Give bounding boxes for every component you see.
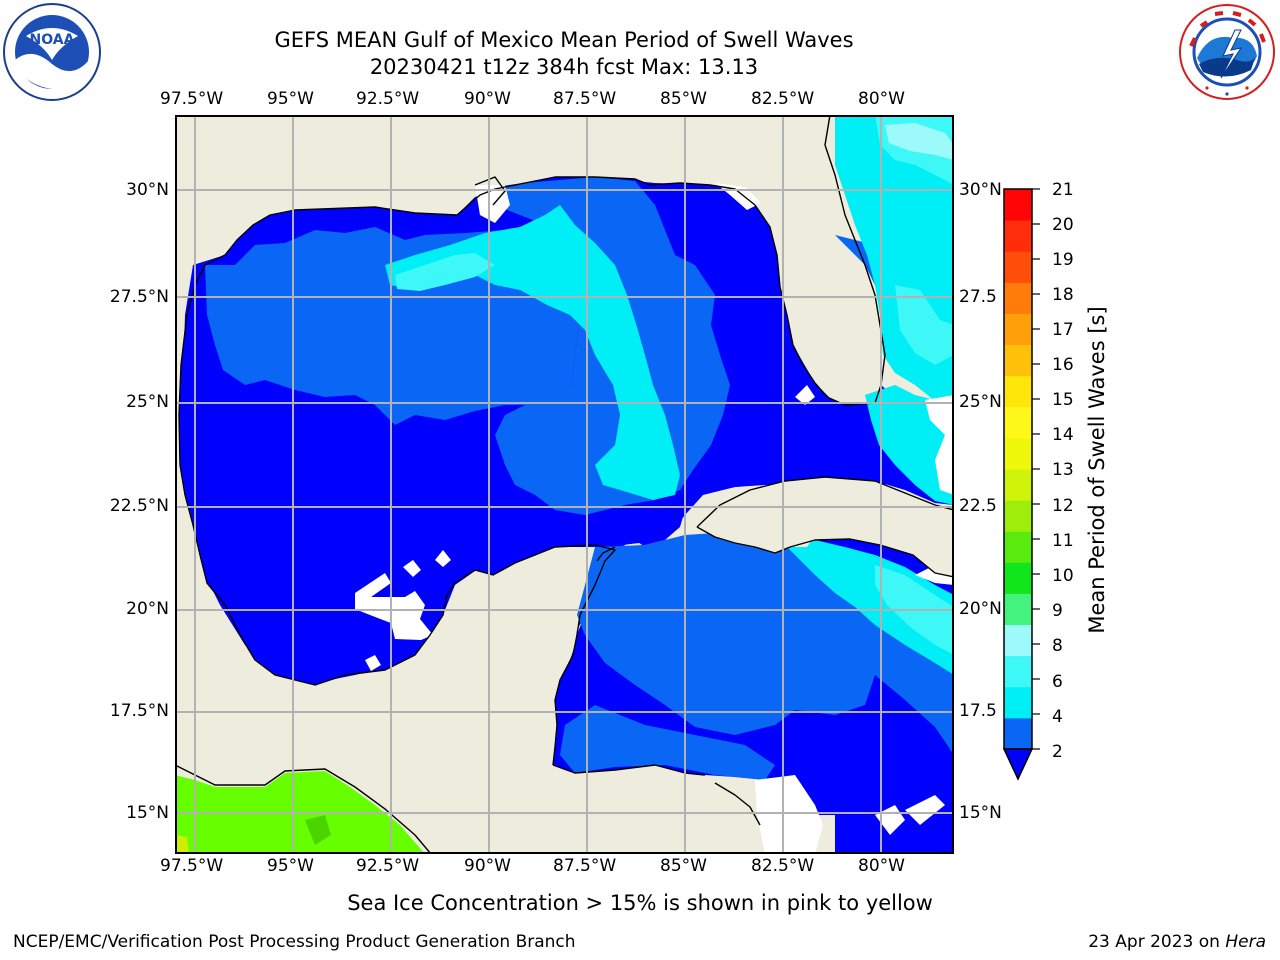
colorbar-segment xyxy=(1004,220,1032,252)
colorbar-extend-arrow xyxy=(1002,748,1034,781)
lon-label-bottom: 85°W xyxy=(660,856,707,876)
lon-label-bottom: 87.5°W xyxy=(553,856,617,876)
colorbar-tick-label: 4 xyxy=(1052,707,1063,727)
colorbar xyxy=(1002,188,1040,781)
colorbar-tick-label: 6 xyxy=(1052,672,1063,692)
colorbar-tick-label: 13 xyxy=(1052,460,1074,480)
lat-label-left: 15°N xyxy=(126,803,169,823)
lon-label-top: 87.5°W xyxy=(553,89,617,109)
lon-label-bottom: 92.5°W xyxy=(356,856,420,876)
colorbar-segment xyxy=(1004,189,1032,221)
colorbar-segment xyxy=(1004,686,1032,719)
colorbar-segment xyxy=(1004,313,1032,346)
lon-label-top: 85°W xyxy=(660,89,707,109)
lon-label-bottom: 97.5°W xyxy=(160,856,224,876)
map-subtitle: 20230421 t12z 384h fcst Max: 13.13 xyxy=(369,55,759,79)
lon-label-bottom: 90°W xyxy=(464,856,511,876)
lat-label-left: 17.5°N xyxy=(109,701,169,721)
lon-label-top: 80°W xyxy=(858,89,905,109)
noaa-logo: NOAA xyxy=(3,3,101,101)
noaa-logo-text: NOAA xyxy=(30,32,75,48)
date-stamp: 23 Apr 2023 on Hera xyxy=(1088,932,1266,952)
colorbar-segment xyxy=(1004,500,1032,532)
colorbar-tick-label: 11 xyxy=(1052,531,1074,551)
lat-label-left: 27.5°N xyxy=(109,287,169,307)
colorbar-tick-label: 12 xyxy=(1052,496,1074,516)
colorbar-segment xyxy=(1004,562,1032,594)
colorbar-segment xyxy=(1004,375,1032,408)
lat-label-left: 30°N xyxy=(126,180,169,200)
colorbar-tick-label: 19 xyxy=(1052,250,1074,270)
credit-text: NCEP/EMC/Verification Post Processing Pr… xyxy=(13,932,576,952)
colorbar-segment xyxy=(1004,531,1032,563)
lat-label-right: 15°N xyxy=(959,803,1002,823)
colorbar-label: Mean Period of Swell Waves [s] xyxy=(1085,306,1109,634)
lon-label-bottom: 95°W xyxy=(267,856,314,876)
colorbar-segment xyxy=(1004,406,1032,439)
colorbar-tick-label: 15 xyxy=(1052,390,1074,410)
lon-label-bottom: 82.5°W xyxy=(751,856,815,876)
lon-label-top: 97.5°W xyxy=(160,89,224,109)
colorbar-segment xyxy=(1004,344,1032,377)
colorbar-tick-label: 8 xyxy=(1052,636,1063,656)
colorbar-tick-label: 20 xyxy=(1052,215,1074,235)
colorbar-tick-label: 10 xyxy=(1052,566,1074,586)
colorbar-tick-label: 18 xyxy=(1052,285,1074,305)
colorbar-tick-label: 2 xyxy=(1052,742,1063,762)
lat-label-left: 20°N xyxy=(126,599,169,619)
lat-label-right: 17.5 xyxy=(959,701,997,721)
colorbar-segment xyxy=(1004,655,1032,688)
lon-label-top: 95°W xyxy=(267,89,314,109)
colorbar-tick-label: 21 xyxy=(1052,180,1074,200)
lon-label-bottom: 80°W xyxy=(858,856,905,876)
map-title: GEFS MEAN Gulf of Mexico Mean Period of … xyxy=(274,28,854,52)
lat-label-right: 25°N xyxy=(959,392,1002,412)
lon-label-top: 82.5°W xyxy=(751,89,815,109)
lon-label-top: 92.5°W xyxy=(356,89,420,109)
colorbar-tick-label: 9 xyxy=(1052,601,1063,621)
lon-label-top: 90°W xyxy=(464,89,511,109)
date-text: 23 Apr 2023 on xyxy=(1088,932,1220,952)
lat-label-left: 25°N xyxy=(126,392,169,412)
colorbar-segment xyxy=(1004,282,1032,314)
sea-ice-note: Sea Ice Concentration > 15% is shown in … xyxy=(347,891,933,915)
lat-label-right: 22.5 xyxy=(959,496,997,516)
nws-logo xyxy=(1179,4,1275,100)
colorbar-segment xyxy=(1004,251,1032,283)
lat-label-right: 30°N xyxy=(959,180,1002,200)
colorbar-segment xyxy=(1004,469,1032,501)
colorbar-tick-label: 16 xyxy=(1052,355,1074,375)
lat-label-left: 22.5°N xyxy=(109,496,169,516)
lat-label-right: 20°N xyxy=(959,599,1002,619)
colorbar-segment xyxy=(1004,437,1032,470)
colorbar-tick-label: 17 xyxy=(1052,320,1074,340)
machine-name: Hera xyxy=(1225,932,1266,952)
colorbar-tick-label: 14 xyxy=(1052,425,1074,445)
gridlines xyxy=(175,115,954,854)
map-panel xyxy=(175,115,954,854)
colorbar-segment xyxy=(1004,717,1032,750)
colorbar-segment xyxy=(1004,593,1032,626)
lat-label-right: 27.5 xyxy=(959,287,997,307)
colorbar-segment xyxy=(1004,624,1032,657)
cuba-island xyxy=(697,477,954,577)
